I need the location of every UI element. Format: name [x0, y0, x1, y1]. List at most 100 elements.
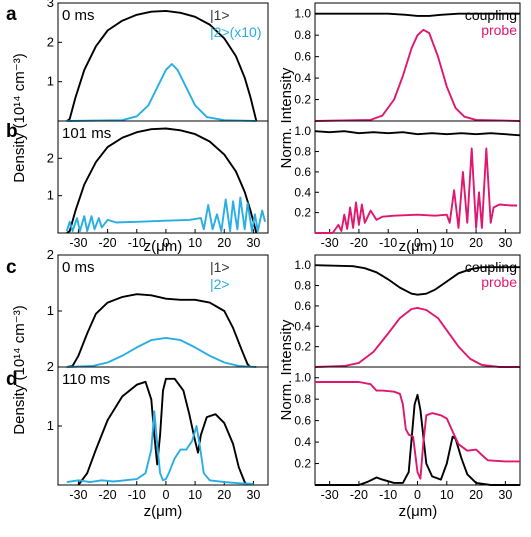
- x-tick-label: -30: [69, 488, 87, 502]
- y-tick-label: 1.0: [294, 258, 311, 272]
- y-tick-label: 2: [47, 150, 54, 165]
- legend-entry: |1>: [210, 259, 230, 275]
- legend-entry: |1>: [210, 7, 230, 23]
- legend-entry: |2>: [210, 276, 230, 292]
- y-tick-label: 0.2: [294, 457, 311, 471]
- x-tick-label: 20: [217, 236, 231, 250]
- series-line-1-c: [66, 293, 252, 368]
- y-tick-label: 0.6: [294, 299, 311, 313]
- x-axis-label: z(μm): [144, 238, 183, 255]
- intensity-axis-label: Norm. Intensity: [278, 67, 295, 168]
- series-line-probe-b-right: [315, 147, 518, 234]
- y-tick-label: 0.4: [294, 71, 311, 85]
- x-tick-label: 0: [414, 236, 421, 250]
- x-tick-label: -20: [350, 488, 368, 502]
- y-tick-label: 0.8: [294, 392, 311, 406]
- x-tick-label: -20: [99, 488, 117, 502]
- x-tick-label: -10: [379, 488, 397, 502]
- x-tick-label: 10: [188, 488, 202, 502]
- y-tick-label: 0.4: [294, 435, 311, 449]
- x-tick-label: 10: [440, 488, 454, 502]
- series-line-coupling-c-right: [314, 264, 520, 296]
- x-tick-label: -20: [99, 236, 117, 250]
- y-tick-label: 2: [47, 34, 54, 49]
- panel-letter: d: [6, 369, 18, 390]
- panel-letter: a: [6, 4, 17, 25]
- y-tick-label: 0.4: [294, 319, 311, 333]
- x-tick-label: 0: [162, 488, 169, 502]
- y-tick-label: 0.6: [294, 165, 311, 179]
- series-line-2-b: [65, 196, 267, 233]
- y-tick-label: 1.0: [294, 124, 311, 138]
- y-tick-label: 0.8: [294, 279, 311, 293]
- series-line-probe-d-right: [315, 381, 520, 480]
- x-tick-label: 30: [498, 236, 512, 250]
- series-line-probe-c-right: [314, 306, 520, 368]
- x-tick-label: 20: [469, 488, 483, 502]
- x-tick-label: -30: [321, 488, 339, 502]
- series-line-1-d: [77, 377, 249, 486]
- series-line-1-b: [66, 127, 258, 234]
- density-axis-label: Density (10¹⁴ cm⁻³): [11, 53, 28, 182]
- plot-frame: [314, 120, 521, 234]
- panel-c: 1 2 0 ms |1>|2>: [47, 247, 269, 368]
- panel-d-right: 0.2 0.4 0.6 0.8 1.0 -30 -20 -10 0 10 20 30: [294, 366, 521, 502]
- legend-entry: coupling: [465, 7, 517, 23]
- series-line-coupling-b-right: [314, 130, 521, 137]
- y-tick-label: 0.2: [294, 206, 311, 220]
- y-tick-label: 0.2: [294, 93, 311, 107]
- series-line-1-a: [66, 9, 258, 122]
- time-annotation: 110 ms: [62, 371, 110, 388]
- panel-d: 1 2 -30 -20 -10 0 10 20 30 110 ms: [47, 359, 269, 502]
- y-tick-label: 2: [47, 359, 54, 374]
- panel-letter: b: [6, 121, 18, 142]
- x-tick-label: 30: [246, 236, 260, 250]
- legend-entry: coupling: [465, 259, 517, 275]
- density-axis-label: Density (10¹⁴ cm⁻³): [11, 305, 28, 434]
- time-annotation: 0 ms: [62, 7, 95, 24]
- x-tick-label: 20: [217, 488, 231, 502]
- x-tick-label: -30: [69, 236, 87, 250]
- series-line-probe-a-right: [314, 28, 521, 122]
- y-tick-label: 0.2: [294, 340, 311, 354]
- x-tick-label: 0: [414, 488, 421, 502]
- y-tick-label: 1: [47, 188, 54, 203]
- legend-entry: probe: [481, 22, 517, 38]
- series-line-coupling-a-right: [315, 12, 520, 17]
- series-line-2-d: [66, 410, 254, 485]
- y-tick-label: 1: [47, 418, 54, 433]
- x-tick-label: 0: [162, 236, 169, 250]
- time-annotation: 101 ms: [62, 125, 111, 142]
- y-tick-label: 1: [47, 74, 54, 89]
- plot-frame: [57, 120, 269, 234]
- x-tick-label: 30: [246, 488, 260, 502]
- intensity-axis-label: Norm. Intensity: [278, 319, 295, 420]
- x-axis-label: z(μm): [144, 503, 183, 520]
- y-tick-label: 0.6: [294, 50, 311, 64]
- panel-a: 1 2 3 0 ms |1>|2>(x10): [47, 0, 269, 122]
- y-tick-label: 0.8: [294, 145, 311, 159]
- x-tick-label: 20: [469, 236, 483, 250]
- time-annotation: 0 ms: [62, 259, 95, 276]
- x-tick-label: -10: [128, 488, 146, 502]
- x-tick-label: -30: [321, 236, 339, 250]
- legend-entry: |2>(x10): [210, 24, 262, 40]
- x-tick-label: 10: [188, 236, 202, 250]
- y-tick-label: 3: [47, 0, 54, 10]
- panel-b: 1 2 -30 -20 -10 0 10 20 30 101 ms: [47, 120, 269, 250]
- series-line-2-c: [66, 336, 257, 368]
- x-tick-label: -20: [350, 236, 368, 250]
- x-tick-label: -10: [379, 236, 397, 250]
- series-line-2x10-a: [66, 63, 257, 122]
- y-tick-label: 0.8: [294, 28, 311, 42]
- y-tick-label: 1: [47, 303, 54, 318]
- panel-letter: c: [6, 257, 17, 278]
- x-tick-label: 10: [440, 236, 454, 250]
- x-tick-label: -10: [128, 236, 146, 250]
- y-tick-label: 1.0: [294, 7, 311, 21]
- y-tick-label: 2: [47, 247, 54, 262]
- x-tick-label: 30: [498, 488, 512, 502]
